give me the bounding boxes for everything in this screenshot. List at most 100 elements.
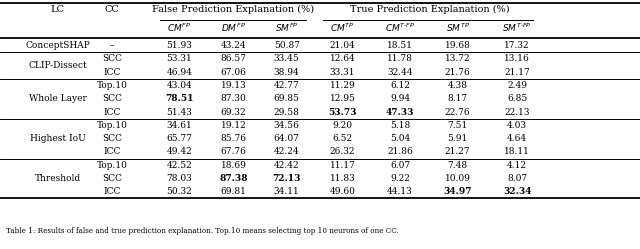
Text: 5.91: 5.91 <box>447 134 468 143</box>
Text: 29.58: 29.58 <box>274 108 300 117</box>
Text: ICC: ICC <box>103 68 121 77</box>
Text: Whole Layer: Whole Layer <box>29 94 86 103</box>
Text: 4.12: 4.12 <box>507 161 527 170</box>
Text: 87.30: 87.30 <box>221 94 246 103</box>
Text: Highest IoU: Highest IoU <box>29 134 86 143</box>
Text: $\mathit{SM}^{\mathit{T\text{-}FP}}$: $\mathit{SM}^{\mathit{T\text{-}FP}}$ <box>502 21 532 34</box>
Text: ICC: ICC <box>103 187 121 196</box>
Text: 38.94: 38.94 <box>274 68 300 77</box>
Text: Table 1: Results of false and true prediction explanation. Top.10 means selectin: Table 1: Results of false and true predi… <box>6 227 399 235</box>
Text: 9.20: 9.20 <box>332 121 353 130</box>
Text: 9.94: 9.94 <box>390 94 410 103</box>
Text: True Prediction Explanation (%): True Prediction Explanation (%) <box>350 5 509 14</box>
Text: 50.87: 50.87 <box>274 41 300 50</box>
Text: 11.29: 11.29 <box>330 81 355 90</box>
Text: SCC: SCC <box>102 94 122 103</box>
Text: 19.12: 19.12 <box>221 121 246 130</box>
Text: 19.13: 19.13 <box>221 81 246 90</box>
Text: 42.42: 42.42 <box>274 161 300 170</box>
Text: False Prediction Explanation (%): False Prediction Explanation (%) <box>152 5 314 14</box>
Text: SCC: SCC <box>102 174 122 183</box>
Text: 4.03: 4.03 <box>507 121 527 130</box>
Text: 69.85: 69.85 <box>274 94 300 103</box>
Text: 51.93: 51.93 <box>166 41 192 50</box>
Text: 64.07: 64.07 <box>274 134 300 143</box>
Text: 85.76: 85.76 <box>221 134 246 143</box>
Text: 49.60: 49.60 <box>330 187 355 196</box>
Text: 21.17: 21.17 <box>504 68 530 77</box>
Text: SCC: SCC <box>102 134 122 143</box>
Text: 34.97: 34.97 <box>444 187 472 196</box>
Text: 46.94: 46.94 <box>166 68 192 77</box>
Text: 26.32: 26.32 <box>330 147 355 156</box>
Text: 18.11: 18.11 <box>504 147 530 156</box>
Text: ICC: ICC <box>103 147 121 156</box>
Text: 78.03: 78.03 <box>166 174 192 183</box>
Text: 32.44: 32.44 <box>387 68 413 77</box>
Text: 42.77: 42.77 <box>274 81 300 90</box>
Text: 6.07: 6.07 <box>390 161 410 170</box>
Text: 11.83: 11.83 <box>330 174 355 183</box>
Text: Top.10: Top.10 <box>97 121 127 130</box>
Text: 13.72: 13.72 <box>445 55 470 63</box>
Text: ICC: ICC <box>103 108 121 117</box>
Text: 22.76: 22.76 <box>445 108 470 117</box>
Text: 47.33: 47.33 <box>386 108 414 117</box>
Text: 4.38: 4.38 <box>447 81 468 90</box>
Text: 11.17: 11.17 <box>330 161 355 170</box>
Text: 2.49: 2.49 <box>507 81 527 90</box>
Text: 42.52: 42.52 <box>166 161 192 170</box>
Text: 4.64: 4.64 <box>507 134 527 143</box>
Text: 86.57: 86.57 <box>221 55 246 63</box>
Text: 50.32: 50.32 <box>166 187 192 196</box>
Text: 10.09: 10.09 <box>445 174 470 183</box>
Text: 34.56: 34.56 <box>274 121 300 130</box>
Text: 21.86: 21.86 <box>387 147 413 156</box>
Text: 8.17: 8.17 <box>447 94 468 103</box>
Text: 6.12: 6.12 <box>390 81 410 90</box>
Text: $\mathit{CM}^{\mathit{FP}}$: $\mathit{CM}^{\mathit{FP}}$ <box>167 21 191 34</box>
Text: 6.52: 6.52 <box>332 134 353 143</box>
Text: 72.13: 72.13 <box>273 174 301 183</box>
Text: $\mathit{SM}^{\mathit{TP}}$: $\mathit{SM}^{\mathit{TP}}$ <box>445 21 470 34</box>
Text: 33.45: 33.45 <box>274 55 300 63</box>
Text: 34.11: 34.11 <box>274 187 300 196</box>
Text: 42.24: 42.24 <box>274 147 300 156</box>
Text: 32.34: 32.34 <box>503 187 531 196</box>
Text: 69.81: 69.81 <box>221 187 246 196</box>
Text: Threshold: Threshold <box>35 174 81 183</box>
Text: $\mathit{DM}^{\mathit{FP}}$: $\mathit{DM}^{\mathit{FP}}$ <box>221 21 246 34</box>
Text: Top.10: Top.10 <box>97 81 127 90</box>
Text: 34.61: 34.61 <box>166 121 192 130</box>
Text: 8.07: 8.07 <box>507 174 527 183</box>
Text: 53.31: 53.31 <box>166 55 192 63</box>
Text: 21.27: 21.27 <box>445 147 470 156</box>
Text: ConceptSHAP: ConceptSHAP <box>25 41 90 50</box>
Text: 51.43: 51.43 <box>166 108 192 117</box>
Text: 12.95: 12.95 <box>330 94 355 103</box>
Text: 17.32: 17.32 <box>504 41 530 50</box>
Text: 78.51: 78.51 <box>165 94 193 103</box>
Text: 6.85: 6.85 <box>507 94 527 103</box>
Text: $\mathit{CM}^{\mathit{T\text{-}FP}}$: $\mathit{CM}^{\mathit{T\text{-}FP}}$ <box>385 21 415 34</box>
Text: 11.78: 11.78 <box>387 55 413 63</box>
Text: 21.04: 21.04 <box>330 41 355 50</box>
Text: 43.24: 43.24 <box>221 41 246 50</box>
Text: CC: CC <box>104 5 120 14</box>
Text: LC: LC <box>51 5 65 14</box>
Text: 12.64: 12.64 <box>330 55 355 63</box>
Text: 67.06: 67.06 <box>221 68 246 77</box>
Text: 18.69: 18.69 <box>221 161 246 170</box>
Text: 7.51: 7.51 <box>447 121 468 130</box>
Text: $\mathit{SM}^{\mathit{FP}}$: $\mathit{SM}^{\mathit{FP}}$ <box>275 21 298 34</box>
Text: 7.48: 7.48 <box>447 161 468 170</box>
Text: 5.04: 5.04 <box>390 134 410 143</box>
Text: 87.38: 87.38 <box>220 174 248 183</box>
Text: 9.22: 9.22 <box>390 174 410 183</box>
Text: 22.13: 22.13 <box>504 108 530 117</box>
Text: 21.76: 21.76 <box>445 68 470 77</box>
Text: CLIP-Dissect: CLIP-Dissect <box>28 61 87 70</box>
Text: 13.16: 13.16 <box>504 55 530 63</box>
Text: 5.18: 5.18 <box>390 121 410 130</box>
Text: –: – <box>109 41 115 50</box>
